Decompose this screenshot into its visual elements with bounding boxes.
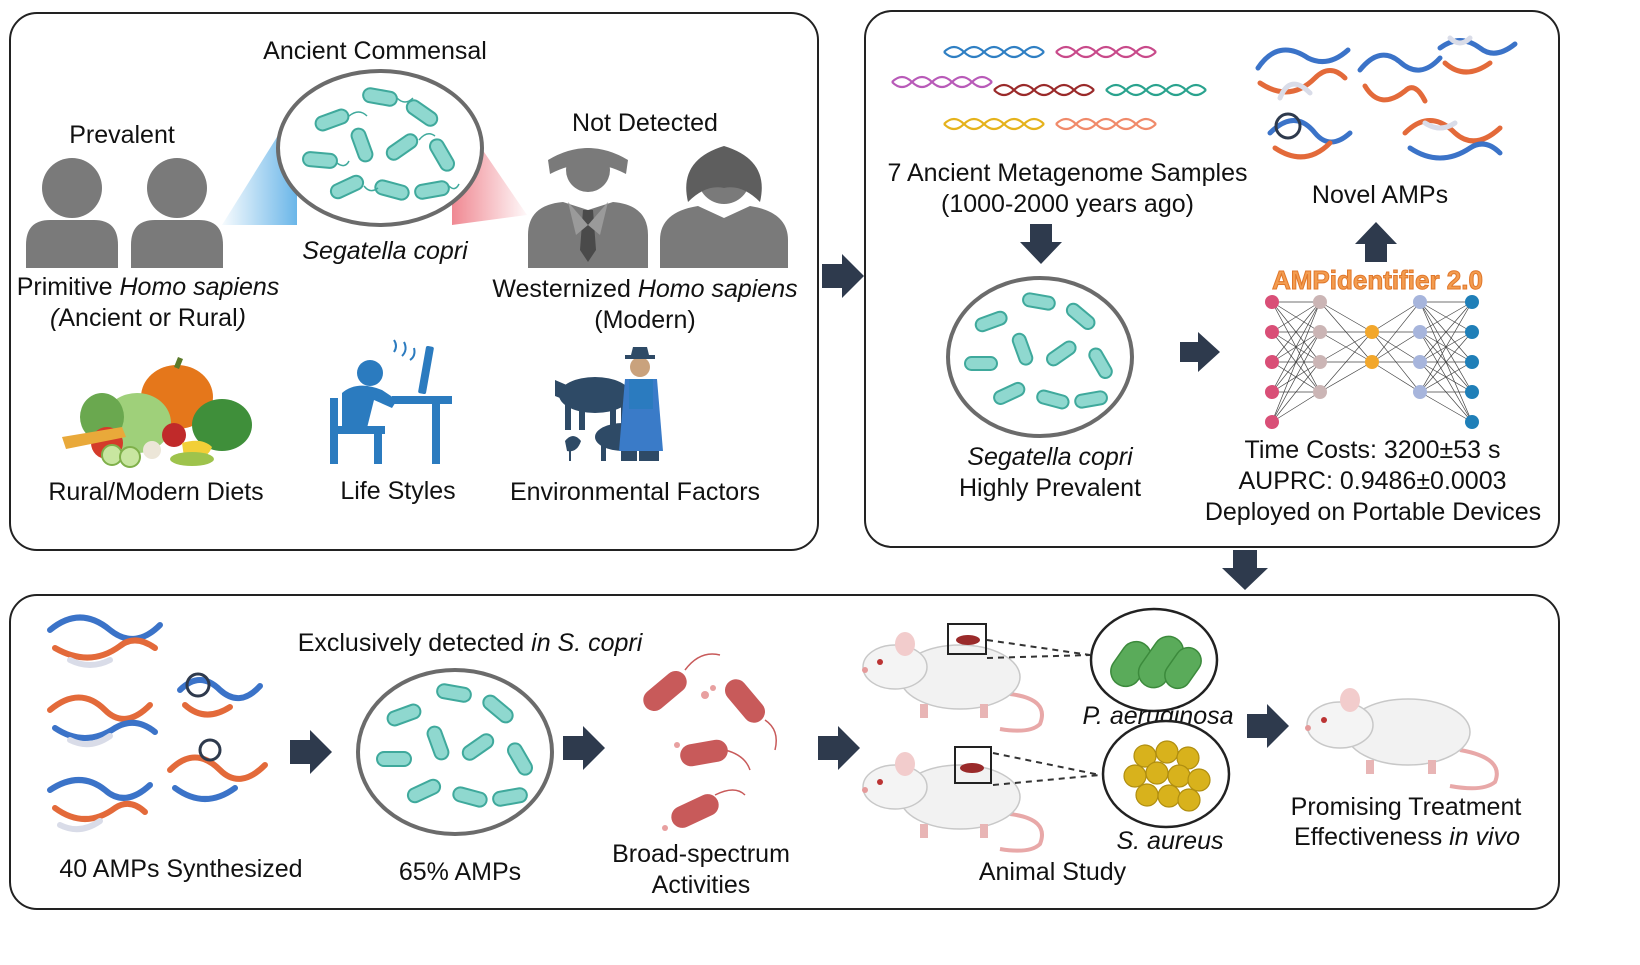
arrow-up-to-novel-amps-icon — [1355, 222, 1397, 262]
primitive-species: Homo sapiens — [119, 273, 280, 301]
lysed-bacteria-icon — [643, 653, 777, 831]
label-broad-spectrum: Broad-spectrum — [612, 840, 790, 868]
model-name-ampidentifier: AMPidentifier 2.0 — [1272, 265, 1484, 296]
label-modern: (Modern) — [594, 306, 696, 334]
farmer-livestock-icon — [555, 347, 663, 461]
label-rural-modern-diets: Rural/Modern Diets — [48, 478, 264, 506]
dashed-connectors — [986, 639, 1101, 786]
label-segatella-copri-a: Segatella copri — [302, 237, 468, 265]
mouse-infected-bottom-icon — [862, 746, 1044, 853]
bacteria-circle-icon — [276, 69, 484, 227]
label-65-percent-amps: 65% AMPs — [398, 858, 522, 886]
label-effectiveness-in-vivo: Effectiveness in vivo — [1282, 822, 1532, 853]
label-ancient-commensal: Ancient Commensal — [263, 37, 487, 65]
label-novel-amps: Novel AMPs — [1311, 181, 1449, 209]
vegetables-icon — [62, 357, 252, 468]
label-40-amps-synthesized: 40 AMPs Synthesized — [59, 855, 303, 883]
primitive-sub-open: ( — [50, 304, 59, 332]
label-not-detected: Not Detected — [572, 109, 718, 137]
bacteria-circle-b-icon — [946, 276, 1134, 438]
label-samples-line2: (1000-2000 years ago) — [941, 190, 1194, 218]
neural-network-icon — [1265, 295, 1479, 429]
label-ancient-or-rural: (Ancient or Rural) — [20, 303, 276, 334]
label-life-styles: Life Styles — [340, 477, 456, 505]
promising-italic: in vivo — [1449, 823, 1521, 851]
westernized-people-icon — [528, 146, 788, 268]
label-samples-line1: 7 Ancient Metagenome Samples — [887, 159, 1248, 187]
exclusive-italic: in S. copri — [531, 629, 643, 657]
label-deployment: Deployed on Portable Devices — [1204, 498, 1542, 526]
label-westernized-homo-sapiens: Westernized Homo sapiens — [485, 274, 805, 305]
primitive-sub-text: Ancient or Rural — [58, 304, 238, 332]
arrow-b-to-c-icon — [1222, 550, 1268, 590]
label-auprc: AUPRC: 0.9486±0.0003 — [1238, 467, 1507, 495]
panel-validation — [9, 594, 1560, 910]
s-aureus-icon — [1101, 719, 1231, 829]
mouse-infected-top-icon — [862, 623, 1044, 733]
label-prevalent: Prevalent — [69, 121, 175, 149]
arrow-c1-icon — [290, 730, 332, 774]
western-prefix: Westernized — [492, 275, 638, 303]
label-activities: Activities — [651, 871, 751, 899]
bacteria-circle-c-icon — [356, 668, 554, 836]
protein-structures-icon — [1255, 35, 1518, 161]
synthesized-amps-icon — [47, 614, 268, 833]
label-primitive-homo-sapiens: Primitive Homo sapiens — [8, 272, 288, 303]
arrow-c4-icon — [1247, 704, 1289, 748]
p-aeruginosa-icon — [1089, 607, 1219, 713]
label-s-aureus: S. aureus — [1116, 827, 1224, 855]
stressed-worker-icon — [330, 339, 452, 464]
label-exclusively-detected: Exclusively detected in S. copri — [285, 628, 655, 659]
arrow-a-to-b-icon — [822, 254, 864, 298]
panel-ampidentifier-pipeline — [864, 10, 1560, 548]
western-species: Homo sapiens — [637, 275, 798, 303]
label-time-costs: Time Costs: 3200±53 s — [1244, 436, 1501, 464]
label-environmental-factors: Environmental Factors — [509, 478, 761, 506]
primitive-prefix: Primitive — [16, 273, 120, 301]
arrow-down-samples-icon — [1020, 224, 1062, 264]
exclusive-prefix: Exclusively detected — [297, 629, 532, 657]
dna-strands-icon — [891, 45, 1207, 131]
arrow-c2-icon — [563, 726, 605, 770]
promising-prefix: Effectiveness — [1293, 823, 1450, 851]
label-animal-study: Animal Study — [978, 858, 1127, 886]
label-promising-treatment: Promising Treatment — [1290, 793, 1522, 821]
primitive-sub-close: ) — [237, 304, 246, 332]
arrow-right-to-model-icon — [1180, 332, 1220, 372]
arrow-c3-icon — [818, 726, 860, 770]
label-segatella-copri-b: Segatella copri — [967, 443, 1133, 471]
label-highly-prevalent: Highly Prevalent — [958, 474, 1142, 502]
mouse-healthy-icon — [1305, 688, 1499, 791]
primitive-people-icon — [26, 158, 223, 268]
